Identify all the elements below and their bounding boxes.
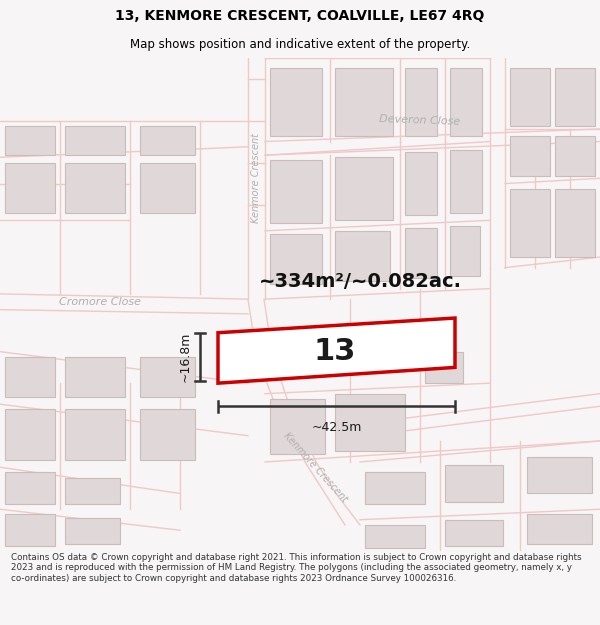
Bar: [405, 152, 437, 215]
Bar: [65, 162, 125, 213]
Bar: [5, 162, 55, 213]
Bar: [5, 357, 55, 397]
Bar: [140, 357, 195, 397]
Bar: [527, 457, 592, 494]
Bar: [555, 136, 595, 176]
Bar: [405, 68, 437, 136]
Text: Contains OS data © Crown copyright and database right 2021. This information is : Contains OS data © Crown copyright and d…: [11, 552, 581, 582]
Bar: [555, 68, 595, 126]
Text: ~42.5m: ~42.5m: [311, 421, 362, 434]
Bar: [270, 68, 322, 136]
Bar: [5, 409, 55, 460]
Bar: [510, 68, 550, 126]
Bar: [450, 226, 480, 276]
Bar: [65, 409, 125, 460]
Text: Deveron Close: Deveron Close: [379, 114, 461, 127]
Text: Cromore Close: Cromore Close: [59, 298, 141, 308]
Bar: [527, 514, 592, 544]
Bar: [5, 472, 55, 504]
Bar: [65, 357, 125, 397]
Bar: [140, 162, 195, 213]
Bar: [450, 150, 482, 213]
Bar: [555, 189, 595, 257]
Bar: [65, 126, 125, 155]
Bar: [335, 158, 393, 221]
Text: Kenmore Crescent: Kenmore Crescent: [251, 133, 261, 223]
Text: ~334m²/~0.082ac.: ~334m²/~0.082ac.: [259, 272, 461, 291]
Bar: [335, 231, 390, 281]
Bar: [270, 161, 322, 224]
Text: Kenmore Crescent: Kenmore Crescent: [281, 431, 349, 504]
Bar: [5, 514, 55, 546]
Bar: [270, 234, 322, 284]
Bar: [425, 352, 463, 383]
Bar: [335, 68, 393, 136]
Bar: [270, 399, 325, 454]
Bar: [445, 520, 503, 546]
Bar: [405, 228, 437, 278]
Text: 13, KENMORE CRESCENT, COALVILLE, LE67 4RQ: 13, KENMORE CRESCENT, COALVILLE, LE67 4R…: [115, 9, 485, 23]
Text: Map shows position and indicative extent of the property.: Map shows position and indicative extent…: [130, 38, 470, 51]
Bar: [65, 478, 120, 504]
Bar: [65, 518, 120, 544]
Bar: [140, 409, 195, 460]
Text: 13: 13: [314, 337, 356, 366]
Bar: [365, 525, 425, 548]
Bar: [5, 126, 55, 155]
Bar: [510, 136, 550, 176]
Bar: [445, 465, 503, 502]
Bar: [510, 189, 550, 257]
Polygon shape: [218, 318, 455, 383]
Bar: [450, 68, 482, 136]
Bar: [140, 126, 195, 155]
Bar: [335, 394, 405, 451]
Bar: [365, 472, 425, 504]
Text: ~16.8m: ~16.8m: [179, 332, 192, 382]
